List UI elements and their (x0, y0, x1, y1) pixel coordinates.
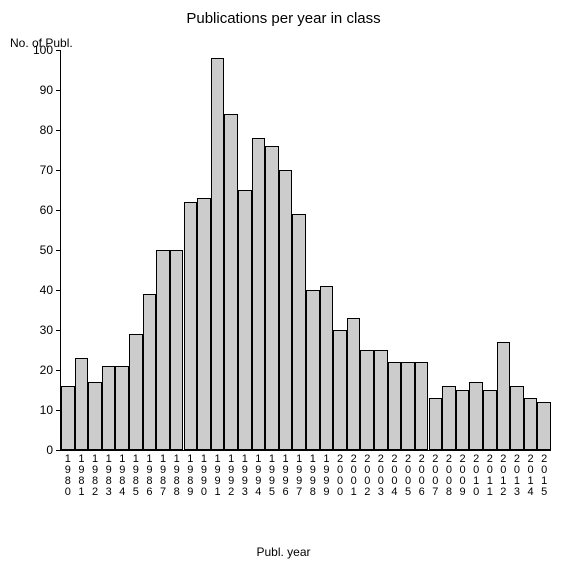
x-tick-label: 2015 (539, 454, 549, 498)
y-tick (56, 90, 61, 91)
x-tick-label: 2005 (403, 454, 413, 498)
bar (483, 390, 497, 450)
bar (292, 214, 306, 450)
bar (61, 386, 75, 450)
bar (211, 58, 225, 450)
bar (265, 146, 279, 450)
x-tick-label: 1982 (90, 454, 100, 498)
x-tick-label: 1992 (226, 454, 236, 498)
x-tick-label: 1998 (308, 454, 318, 498)
y-tick-label: 70 (40, 163, 53, 177)
x-tick-label: 1991 (213, 454, 223, 498)
bar (88, 382, 102, 450)
x-tick-label: 2013 (512, 454, 522, 498)
bar (347, 318, 361, 450)
y-tick (56, 210, 61, 211)
x-tick-label: 1981 (76, 454, 86, 498)
bar (224, 114, 238, 450)
bar (170, 250, 184, 450)
x-tick-label: 2000 (335, 454, 345, 498)
x-tick-label: 2014 (526, 454, 536, 498)
bar (469, 382, 483, 450)
y-tick-label: 10 (40, 403, 53, 417)
x-axis-label: Publ. year (0, 545, 567, 559)
x-tick-label: 2002 (362, 454, 372, 498)
bar (75, 358, 89, 450)
x-tick-label: 2010 (471, 454, 481, 498)
bar (156, 250, 170, 450)
x-tick-label: 2012 (498, 454, 508, 498)
x-tick-label: 1997 (294, 454, 304, 498)
x-tick-label: 1983 (104, 454, 114, 498)
x-tick-label: 2007 (430, 454, 440, 498)
bar (524, 398, 538, 450)
y-tick (56, 370, 61, 371)
y-tick (56, 50, 61, 51)
x-tick-label: 1990 (199, 454, 209, 498)
y-tick-label: 50 (40, 243, 53, 257)
x-tick-label: 1996 (281, 454, 291, 498)
x-tick-label: 1994 (253, 454, 263, 498)
bar (442, 386, 456, 450)
x-tick-label: 2003 (376, 454, 386, 498)
x-tick-label: 2006 (417, 454, 427, 498)
bar (115, 366, 129, 450)
bar (456, 390, 470, 450)
chart-container: Publications per year in class No. of Pu… (0, 0, 567, 567)
x-tick-label: 1987 (158, 454, 168, 498)
bar (320, 286, 334, 450)
bar (333, 330, 347, 450)
bar (415, 362, 429, 450)
bar (143, 294, 157, 450)
x-tick-label: 2008 (444, 454, 454, 498)
bar (360, 350, 374, 450)
y-tick (56, 130, 61, 131)
bar (374, 350, 388, 450)
y-tick-label: 20 (40, 363, 53, 377)
y-tick-label: 100 (33, 43, 53, 57)
x-tick-label: 2011 (485, 454, 495, 498)
bar (129, 334, 143, 450)
bar (401, 362, 415, 450)
y-tick-label: 40 (40, 283, 53, 297)
y-tick-label: 80 (40, 123, 53, 137)
y-tick (56, 250, 61, 251)
x-tick-label: 1988 (172, 454, 182, 498)
bar (102, 366, 116, 450)
x-tick-label: 1989 (185, 454, 195, 498)
x-tick-label: 1986 (144, 454, 154, 498)
bar (252, 138, 266, 450)
bar (388, 362, 402, 450)
chart-title: Publications per year in class (0, 10, 567, 27)
x-tick-label: 1995 (267, 454, 277, 498)
y-tick-label: 90 (40, 83, 53, 97)
bar (510, 386, 524, 450)
x-tick-label: 2004 (389, 454, 399, 498)
x-tick-label: 2001 (349, 454, 359, 498)
bar (497, 342, 511, 450)
bar (197, 198, 211, 450)
y-tick-label: 30 (40, 323, 53, 337)
y-tick (56, 330, 61, 331)
bar (306, 290, 320, 450)
y-tick (56, 170, 61, 171)
y-tick (56, 450, 61, 451)
bar (537, 402, 551, 450)
bar (279, 170, 293, 450)
x-tick-label: 1985 (131, 454, 141, 498)
x-tick-label: 1993 (240, 454, 250, 498)
y-tick-label: 0 (46, 443, 53, 457)
bar (238, 190, 252, 450)
x-tick-label: 1980 (63, 454, 73, 498)
y-tick-label: 60 (40, 203, 53, 217)
bar (184, 202, 198, 450)
plot-area: 0102030405060708090100198019811982198319… (60, 50, 551, 451)
x-tick-label: 1999 (321, 454, 331, 498)
bar (429, 398, 443, 450)
y-tick (56, 290, 61, 291)
x-tick-label: 2009 (458, 454, 468, 498)
x-tick-label: 1984 (117, 454, 127, 498)
